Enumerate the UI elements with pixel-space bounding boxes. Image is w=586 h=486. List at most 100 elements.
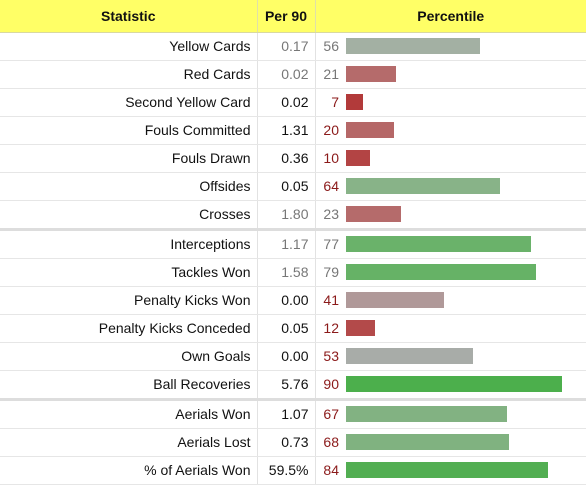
percentile-bar xyxy=(346,178,500,194)
table-row: Yellow Cards 0.17 56 xyxy=(0,32,586,61)
percentile-bar-track xyxy=(346,94,586,110)
percentile-cell: 21 xyxy=(315,60,586,89)
header-per90[interactable]: Per 90 xyxy=(257,0,316,33)
per90-value: 0.02 xyxy=(257,88,316,117)
percentile-value: 84 xyxy=(323,462,339,478)
per90-value: 0.02 xyxy=(257,60,316,89)
statistic-name: % of Aerials Won xyxy=(0,456,258,485)
percentile-cell: 64 xyxy=(315,172,586,201)
percentile-bar-track xyxy=(346,292,586,308)
percentile-bar-track xyxy=(346,66,586,82)
percentile-cell: 79 xyxy=(315,258,586,287)
percentile-cell: 12 xyxy=(315,314,586,343)
table-row: Second Yellow Card 0.02 7 xyxy=(0,88,586,117)
percentile-cell: 41 xyxy=(315,286,586,315)
statistic-name: Own Goals xyxy=(0,342,258,371)
table-row: Fouls Drawn 0.36 10 xyxy=(0,144,586,173)
statistic-name: Yellow Cards xyxy=(0,32,258,61)
table-row: Red Cards 0.02 21 xyxy=(0,60,586,89)
statistic-name: Ball Recoveries xyxy=(0,370,258,401)
statistic-name: Aerials Won xyxy=(0,399,258,429)
percentile-bar-track xyxy=(346,462,586,478)
percentile-bar xyxy=(346,206,401,222)
percentile-bar-track xyxy=(346,150,586,166)
percentile-bar xyxy=(346,94,363,110)
percentile-bar xyxy=(346,292,444,308)
percentile-bar xyxy=(346,406,507,422)
percentile-value: 21 xyxy=(323,66,339,82)
percentile-bar xyxy=(346,66,396,82)
table-row: Aerials Won 1.07 67 xyxy=(0,399,586,429)
table-row: Crosses 1.80 23 xyxy=(0,200,586,231)
percentile-value: 64 xyxy=(323,178,339,194)
statistic-name: Crosses xyxy=(0,200,258,231)
percentile-bar-track xyxy=(346,376,586,392)
percentile-cell: 20 xyxy=(315,116,586,145)
percentile-bar-track xyxy=(346,434,586,450)
percentile-value: 56 xyxy=(323,38,339,54)
percentile-value: 53 xyxy=(323,348,339,364)
per90-value: 0.36 xyxy=(257,144,316,173)
table-row: % of Aerials Won 59.5% 84 xyxy=(0,456,586,485)
per90-value: 0.05 xyxy=(257,172,316,201)
percentile-bar-track xyxy=(346,320,586,336)
table-row: Own Goals 0.00 53 xyxy=(0,342,586,371)
percentile-value: 77 xyxy=(323,236,339,252)
percentile-bar xyxy=(346,236,531,252)
statistic-name: Fouls Drawn xyxy=(0,144,258,173)
header-percentile[interactable]: Percentile xyxy=(315,0,586,33)
percentile-value: 41 xyxy=(323,292,339,308)
table-row: Aerials Lost 0.73 68 xyxy=(0,428,586,457)
percentile-cell: 10 xyxy=(315,144,586,173)
per90-value: 1.17 xyxy=(257,229,316,259)
percentile-bar-track xyxy=(346,206,586,222)
table-row: Offsides 0.05 64 xyxy=(0,172,586,201)
percentile-bar-track xyxy=(346,178,586,194)
percentile-value: 23 xyxy=(323,206,339,222)
percentile-value: 12 xyxy=(323,320,339,336)
percentile-value: 10 xyxy=(323,150,339,166)
table-row: Interceptions 1.17 77 xyxy=(0,229,586,259)
header-statistic[interactable]: Statistic xyxy=(0,0,258,33)
percentile-bar-track xyxy=(346,122,586,138)
percentile-cell: 77 xyxy=(315,229,586,259)
statistic-name: Red Cards xyxy=(0,60,258,89)
percentile-cell: 90 xyxy=(315,370,586,401)
per90-value: 0.05 xyxy=(257,314,316,343)
percentile-bar xyxy=(346,376,562,392)
percentile-bar xyxy=(346,320,375,336)
percentile-bar-track xyxy=(346,38,586,54)
per90-value: 1.31 xyxy=(257,116,316,145)
percentile-value: 7 xyxy=(331,94,339,110)
per90-value: 1.58 xyxy=(257,258,316,287)
percentile-value: 68 xyxy=(323,434,339,450)
percentile-bar-track xyxy=(346,348,586,364)
statistic-name: Tackles Won xyxy=(0,258,258,287)
statistic-name: Second Yellow Card xyxy=(0,88,258,117)
percentile-bar xyxy=(346,38,480,54)
per90-value: 0.00 xyxy=(257,286,316,315)
percentile-bar xyxy=(346,264,536,280)
table-row: Penalty Kicks Conceded 0.05 12 xyxy=(0,314,586,343)
percentile-bar xyxy=(346,462,548,478)
per90-value: 0.73 xyxy=(257,428,316,457)
percentile-bar xyxy=(346,434,509,450)
percentile-cell: 23 xyxy=(315,200,586,231)
per90-value: 1.07 xyxy=(257,399,316,429)
percentile-value: 20 xyxy=(323,122,339,138)
percentile-value: 67 xyxy=(323,406,339,422)
table-body: Yellow Cards 0.17 56 Red Cards 0.02 21 Second … xyxy=(0,32,586,485)
percentile-bar xyxy=(346,348,473,364)
statistic-name: Offsides xyxy=(0,172,258,201)
statistic-name: Penalty Kicks Conceded xyxy=(0,314,258,343)
table-row: Penalty Kicks Won 0.00 41 xyxy=(0,286,586,315)
percentile-value: 90 xyxy=(323,376,339,392)
header-row: Statistic Per 90 Percentile xyxy=(0,0,586,33)
per90-value: 0.17 xyxy=(257,32,316,61)
statistic-name: Fouls Committed xyxy=(0,116,258,145)
percentile-bar-track xyxy=(346,236,586,252)
per90-value: 5.76 xyxy=(257,370,316,401)
percentile-cell: 84 xyxy=(315,456,586,485)
percentile-bar xyxy=(346,150,370,166)
